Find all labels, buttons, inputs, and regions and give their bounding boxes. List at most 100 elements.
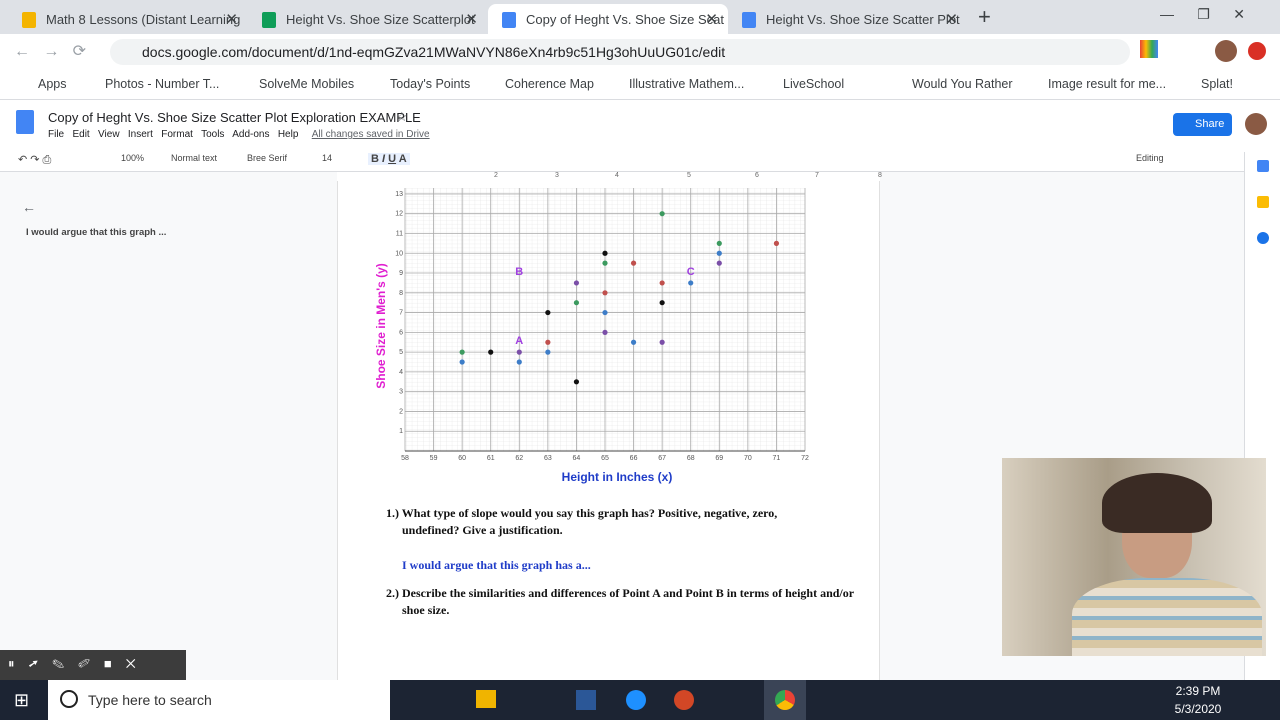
bookmark[interactable]: Today's Points bbox=[390, 77, 471, 91]
tab-title: Copy of Heght Vs. Shoe Size Scat bbox=[526, 12, 724, 27]
data-point bbox=[488, 349, 494, 355]
doc-title[interactable]: Copy of Heght Vs. Shoe Size Scatter Plot… bbox=[48, 110, 421, 125]
x-tick-label: 66 bbox=[630, 455, 638, 462]
address-bar[interactable]: docs.google.com/document/d/1nd-eqmGZva21… bbox=[110, 39, 1130, 65]
zoom-select[interactable]: 100% bbox=[121, 153, 145, 163]
save-status[interactable]: All changes saved in Drive bbox=[311, 129, 430, 140]
outline-panel: ← I would argue that this graph ... bbox=[0, 181, 337, 650]
shirt bbox=[1072, 578, 1262, 656]
x-tick-label: 62 bbox=[515, 455, 523, 462]
outline-item[interactable]: I would argue that this graph ... bbox=[26, 227, 167, 238]
size-select[interactable]: 14 bbox=[322, 153, 333, 163]
menu-item[interactable]: View bbox=[98, 129, 120, 140]
search-box[interactable]: Type here to search bbox=[48, 680, 390, 720]
clock-time[interactable]: 2:39 PM bbox=[1175, 684, 1221, 698]
bookmark[interactable]: Image result for me... bbox=[1048, 77, 1167, 91]
data-point bbox=[659, 339, 665, 345]
tab[interactable]: Height Vs. Shoe Size Scatter Plot ✕ bbox=[728, 4, 968, 34]
x-axis-label: Height in Inches (x) bbox=[562, 470, 673, 484]
calendar-icon[interactable] bbox=[1257, 160, 1269, 172]
app-icon[interactable] bbox=[476, 690, 496, 708]
menu-item[interactable]: Edit bbox=[72, 129, 90, 140]
menu-item[interactable]: File bbox=[48, 129, 65, 140]
scatter-plot: 58 59 60 61 62 63 64 65 66 67 68 69 70 71 721234567891… bbox=[374, 188, 809, 484]
bookmark[interactable]: Illustrative Mathem... bbox=[629, 77, 745, 91]
ruler: 2 3 4 5 6 7 8 bbox=[337, 172, 882, 181]
tab[interactable]: Math 8 Lessons (Distant Learning ✕ bbox=[8, 4, 248, 34]
start-button[interactable]: ⊞ bbox=[14, 690, 30, 710]
data-point bbox=[545, 309, 551, 316]
drawing-tools[interactable]: ⏸➚✎✐■✕ bbox=[8, 656, 150, 671]
font-select[interactable]: Bree Serif bbox=[247, 153, 288, 163]
data-point bbox=[573, 280, 580, 286]
x-tick-label: 72 bbox=[801, 455, 809, 462]
back-arrow[interactable]: ← bbox=[22, 199, 36, 215]
data-point bbox=[716, 260, 722, 266]
bookmark[interactable]: Apps bbox=[38, 77, 67, 91]
bookmark[interactable]: Splat! bbox=[1201, 77, 1233, 91]
question-number: 2.) bbox=[386, 586, 399, 600]
extension-icon[interactable] bbox=[1248, 42, 1266, 60]
bookmarks-bar: Apps Photos - Number T... SolveMe Mobile… bbox=[0, 68, 1280, 100]
menu-item[interactable]: Insert bbox=[127, 129, 153, 140]
tasks-icon[interactable] bbox=[1257, 232, 1269, 244]
menu-item[interactable]: Format bbox=[161, 129, 193, 140]
bookmark[interactable]: Photos - Number T... bbox=[105, 77, 220, 91]
app-icon-active[interactable] bbox=[764, 680, 806, 720]
tab-title: Height Vs. Shoe Size Scatterplot bbox=[286, 12, 475, 27]
ruler-label: 2 bbox=[494, 172, 498, 179]
question-text: What type of slope would you say this gr… bbox=[401, 506, 778, 537]
y-tick-label: 4 bbox=[399, 369, 403, 376]
bookmark[interactable]: LiveSchool bbox=[783, 77, 845, 91]
ruler-label: 4 bbox=[615, 172, 619, 179]
data-point bbox=[630, 260, 637, 266]
tab[interactable]: Copy of Heght Vs. Shoe Size Scat ✕ bbox=[488, 4, 728, 34]
data-point bbox=[573, 379, 580, 385]
webcam-video bbox=[1002, 458, 1266, 656]
menu-bar: File Edit View Insert Format Tools Add-o… bbox=[48, 129, 430, 140]
bookmark[interactable]: Would You Rather bbox=[912, 77, 1013, 91]
style-select[interactable]: Normal text bbox=[171, 153, 218, 163]
new-tab[interactable]: + bbox=[978, 4, 991, 29]
question-text: Describe the similarities and difference… bbox=[402, 586, 854, 617]
data-point bbox=[602, 329, 608, 335]
undo-redo-print[interactable]: ↶ ↷ ⎙ bbox=[18, 154, 52, 166]
star-icon[interactable]: ☆ bbox=[396, 109, 408, 124]
app-icon[interactable] bbox=[576, 690, 596, 710]
nav-buttons[interactable]: ← → ⟳ bbox=[14, 43, 87, 60]
x-tick-label: 59 bbox=[430, 455, 438, 462]
share-label: Share bbox=[1195, 118, 1225, 130]
mode-select[interactable]: Editing bbox=[1136, 153, 1164, 163]
share-button[interactable]: Share bbox=[1173, 113, 1232, 136]
menu-item[interactable]: Help bbox=[277, 129, 299, 140]
profile-avatar[interactable] bbox=[1215, 40, 1237, 62]
menu-item[interactable]: Tools bbox=[201, 129, 225, 140]
extension-icon[interactable] bbox=[1140, 40, 1158, 58]
y-tick-label: 6 bbox=[399, 329, 403, 336]
y-tick-label: 8 bbox=[399, 290, 403, 297]
bookmark[interactable]: Coherence Map bbox=[505, 77, 594, 91]
tab[interactable]: Height Vs. Shoe Size Scatterplot ✕ bbox=[248, 4, 488, 34]
docs-logo[interactable] bbox=[16, 110, 34, 134]
point-annotation: B bbox=[515, 266, 523, 278]
account-avatar[interactable] bbox=[1245, 113, 1267, 135]
ruler-label: 5 bbox=[687, 172, 691, 179]
y-tick-label: 9 bbox=[399, 270, 403, 277]
format-buttons[interactable]: B I U A bbox=[368, 153, 410, 165]
url: docs.google.com/document/d/1nd-eqmGZva21… bbox=[142, 44, 726, 60]
menu-item[interactable]: Add-ons bbox=[232, 129, 270, 140]
answer-text[interactable]: I would argue that this graph has a... bbox=[402, 558, 591, 572]
data-point bbox=[602, 290, 608, 296]
clock-date[interactable]: 5/3/2020 bbox=[1174, 702, 1222, 716]
y-tick-label: 10 bbox=[395, 250, 403, 257]
app-icon[interactable] bbox=[674, 690, 694, 710]
data-point bbox=[659, 280, 665, 286]
keep-icon[interactable] bbox=[1257, 196, 1269, 208]
x-tick-label: 70 bbox=[744, 455, 752, 462]
bookmark[interactable]: SolveMe Mobiles bbox=[259, 77, 355, 91]
window-controls[interactable]: — ❐ ✕ bbox=[1160, 6, 1245, 22]
x-tick-label: 71 bbox=[773, 455, 781, 462]
point-annotation: A bbox=[515, 335, 523, 347]
y-tick-label: 2 bbox=[399, 408, 403, 415]
app-icon[interactable] bbox=[626, 690, 646, 710]
